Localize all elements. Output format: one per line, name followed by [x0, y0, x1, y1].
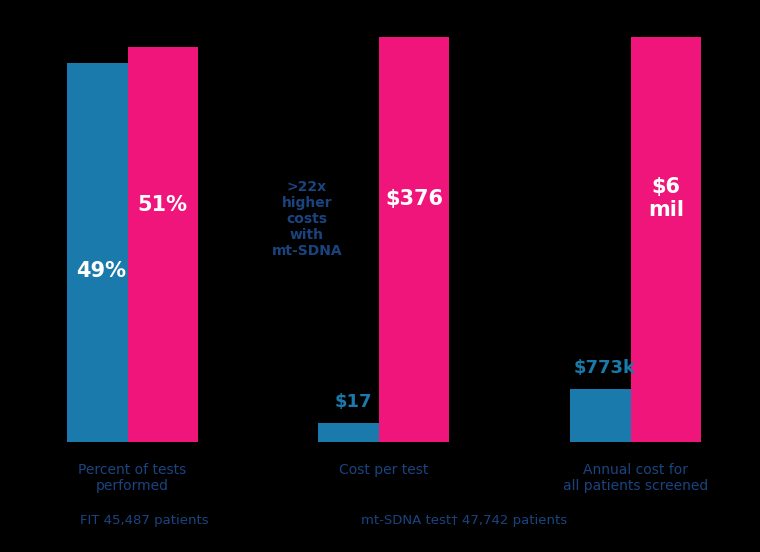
Text: $6
mil: $6 mil — [648, 177, 684, 220]
Text: $17: $17 — [334, 392, 372, 411]
Bar — [128, 47, 198, 442]
Text: $773k: $773k — [574, 359, 636, 376]
Bar — [318, 423, 388, 442]
Bar — [379, 37, 449, 442]
Bar — [67, 63, 137, 442]
Text: 49%: 49% — [77, 261, 127, 281]
Text: FIT 45,487 patients: FIT 45,487 patients — [80, 514, 208, 527]
Text: >22x
higher
costs
with
mt-SDNA: >22x higher costs with mt-SDNA — [271, 179, 342, 258]
Text: Cost per test: Cost per test — [339, 463, 429, 477]
Text: $376: $376 — [385, 189, 443, 209]
Text: Percent of tests
performed: Percent of tests performed — [78, 463, 186, 493]
Bar — [631, 37, 701, 442]
Text: mt-SDNA test† 47,742 patients: mt-SDNA test† 47,742 patients — [361, 514, 567, 527]
Text: Annual cost for
all patients screened: Annual cost for all patients screened — [563, 463, 708, 493]
Text: 51%: 51% — [138, 195, 188, 215]
Bar — [570, 390, 640, 442]
